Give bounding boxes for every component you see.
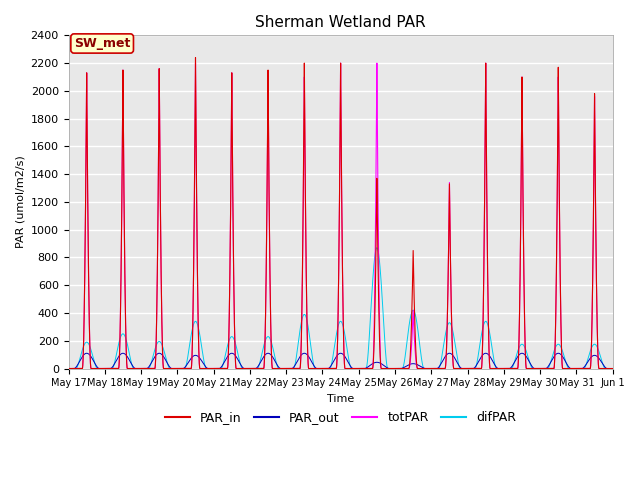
X-axis label: Time: Time (327, 394, 354, 404)
Text: SW_met: SW_met (74, 37, 131, 50)
Title: Sherman Wetland PAR: Sherman Wetland PAR (255, 15, 426, 30)
Y-axis label: PAR (umol/m2/s): PAR (umol/m2/s) (15, 156, 25, 248)
Legend: PAR_in, PAR_out, totPAR, difPAR: PAR_in, PAR_out, totPAR, difPAR (160, 406, 521, 429)
